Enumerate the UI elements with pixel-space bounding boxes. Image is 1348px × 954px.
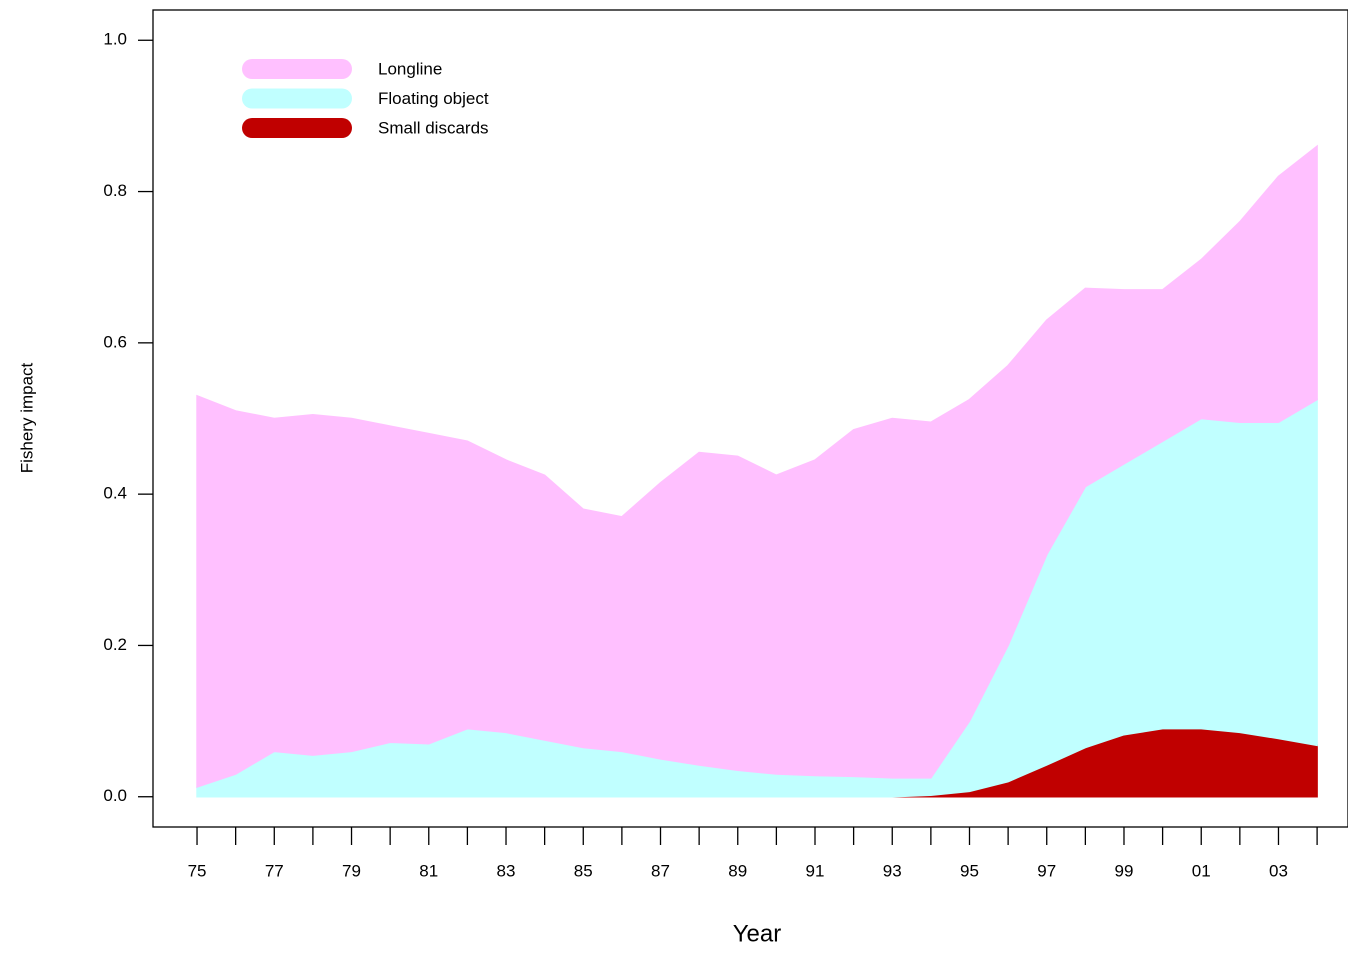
- x-tick-label: 91: [806, 861, 825, 880]
- y-tick-label: 1.0: [103, 30, 127, 49]
- y-tick-label: 0.0: [103, 786, 127, 805]
- x-tick-label: 75: [188, 861, 207, 880]
- y-tick-label: 0.4: [103, 484, 127, 503]
- x-tick-label: 93: [883, 861, 902, 880]
- plot-frame: [152, 9, 1348, 828]
- x-tick-label: 99: [1115, 861, 1134, 880]
- x-tick-label: 03: [1269, 861, 1288, 880]
- area: [196, 144, 1318, 788]
- y-tick-label: 0.2: [103, 635, 127, 654]
- x-tick-label: 81: [419, 861, 438, 880]
- x-tick-label: 77: [265, 861, 284, 880]
- legend-label: Longline: [378, 59, 442, 78]
- x-tick-label: 01: [1192, 861, 1211, 880]
- x-axis-label: Year: [733, 920, 782, 947]
- y-tick-label: 0.8: [103, 181, 127, 200]
- x-tick-label: 83: [497, 861, 516, 880]
- legend-label: Small discards: [378, 118, 489, 137]
- x-tick-label: 97: [1037, 861, 1056, 880]
- x-tick-label: 89: [728, 861, 747, 880]
- x-tick-label: 87: [651, 861, 670, 880]
- legend-label: Floating object: [378, 89, 489, 108]
- y-axis-label: Fishery impact: [17, 362, 36, 473]
- x-tick-label: 85: [574, 861, 593, 880]
- x-tick-label: 79: [342, 861, 361, 880]
- y-tick-label: 0.6: [103, 332, 127, 351]
- x-tick-label: 95: [960, 861, 979, 880]
